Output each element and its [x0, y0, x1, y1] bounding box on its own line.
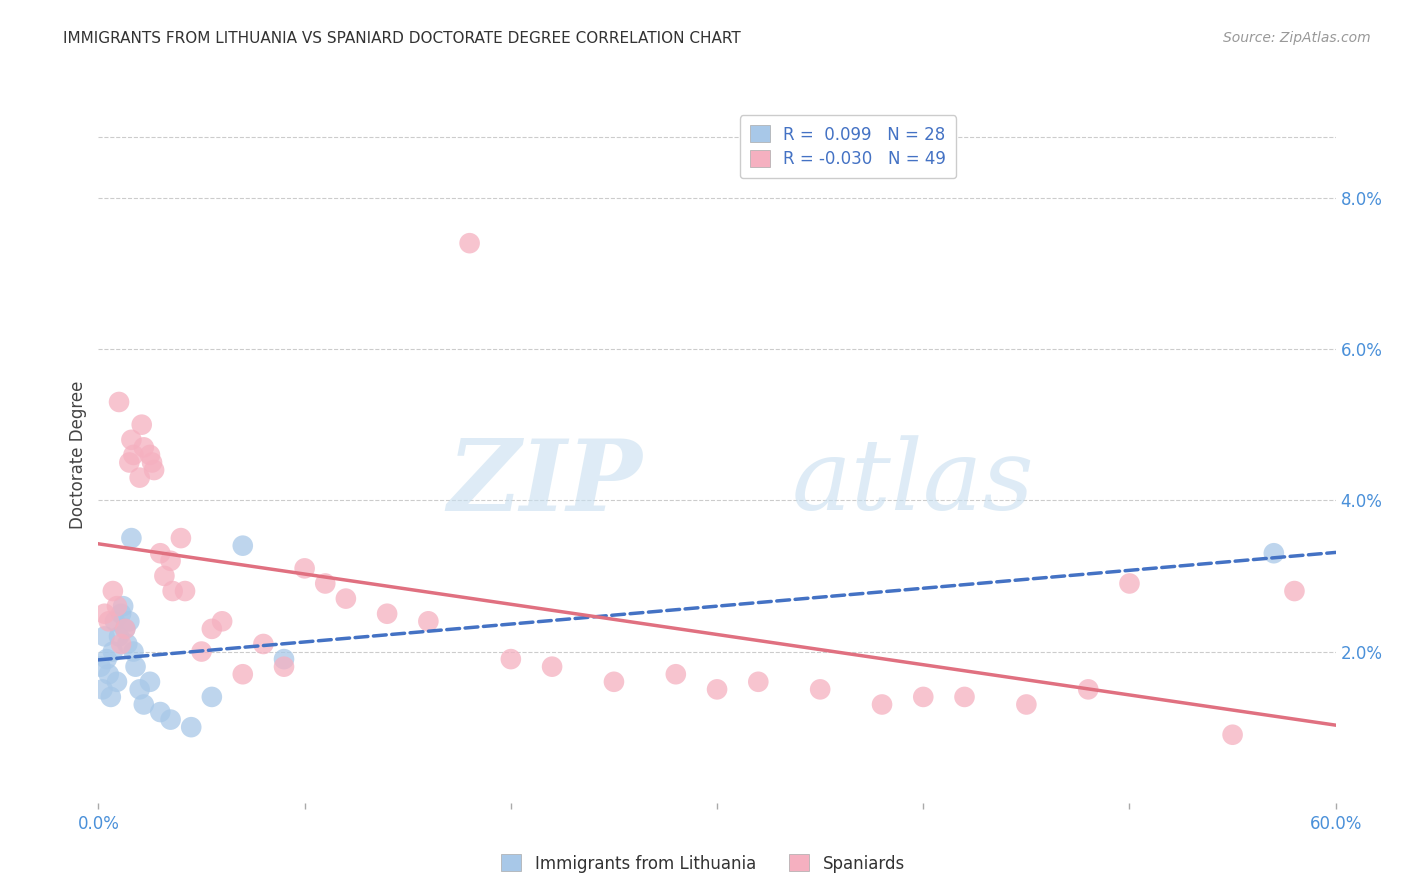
Point — [665, 667, 688, 681]
Text: IMMIGRANTS FROM LITHUANIA VS SPANIARD DOCTORATE DEGREE CORRELATION CHART: IMMIGRANTS FROM LITHUANIA VS SPANIARD DO… — [63, 31, 741, 46]
Point — [335, 591, 357, 606]
Point — [114, 622, 136, 636]
Point — [149, 705, 172, 719]
Point — [132, 441, 155, 455]
Point — [89, 659, 111, 673]
Point — [117, 637, 139, 651]
Point — [97, 667, 120, 681]
Point — [294, 561, 316, 575]
Point — [747, 674, 769, 689]
Point — [118, 455, 141, 469]
Legend: Immigrants from Lithuania, Spaniards: Immigrants from Lithuania, Spaniards — [495, 847, 911, 880]
Point — [108, 629, 131, 643]
Point — [149, 546, 172, 560]
Point — [1015, 698, 1038, 712]
Point — [375, 607, 398, 621]
Point — [101, 584, 124, 599]
Point — [139, 448, 162, 462]
Point — [1222, 728, 1244, 742]
Point — [180, 720, 202, 734]
Point — [912, 690, 935, 704]
Point — [122, 448, 145, 462]
Point — [162, 584, 184, 599]
Text: Source: ZipAtlas.com: Source: ZipAtlas.com — [1223, 31, 1371, 45]
Point — [174, 584, 197, 599]
Point — [201, 690, 224, 704]
Point — [131, 417, 153, 432]
Point — [120, 531, 142, 545]
Point — [499, 652, 522, 666]
Point — [808, 682, 831, 697]
Point — [232, 539, 254, 553]
Point — [232, 667, 254, 681]
Point — [105, 599, 128, 614]
Point — [1118, 576, 1140, 591]
Point — [870, 698, 893, 712]
Point — [104, 615, 127, 629]
Point — [153, 569, 176, 583]
Point — [190, 644, 212, 658]
Point — [1263, 546, 1285, 560]
Point — [108, 395, 131, 409]
Point — [953, 690, 976, 704]
Point — [120, 433, 142, 447]
Point — [706, 682, 728, 697]
Point — [118, 615, 141, 629]
Point — [110, 607, 132, 621]
Point — [100, 690, 122, 704]
Point — [314, 576, 336, 591]
Point — [93, 607, 115, 621]
Point — [124, 659, 146, 673]
Y-axis label: Doctorate Degree: Doctorate Degree — [69, 381, 87, 529]
Point — [110, 637, 132, 651]
Point — [170, 531, 193, 545]
Text: ZIP: ZIP — [449, 434, 643, 531]
Point — [97, 615, 120, 629]
Point — [91, 682, 114, 697]
Text: atlas: atlas — [792, 435, 1033, 531]
Point — [141, 455, 163, 469]
Point — [105, 674, 128, 689]
Point — [143, 463, 166, 477]
Point — [159, 554, 181, 568]
Point — [273, 652, 295, 666]
Point — [128, 682, 150, 697]
Point — [101, 644, 124, 658]
Point — [139, 674, 162, 689]
Point — [114, 622, 136, 636]
Legend: R =  0.099   N = 28, R = -0.030   N = 49: R = 0.099 N = 28, R = -0.030 N = 49 — [740, 115, 956, 178]
Point — [159, 713, 181, 727]
Point — [603, 674, 626, 689]
Point — [273, 659, 295, 673]
Point — [96, 652, 118, 666]
Point — [112, 599, 135, 614]
Point — [132, 698, 155, 712]
Point — [458, 236, 481, 251]
Point — [418, 615, 440, 629]
Point — [201, 622, 224, 636]
Point — [128, 470, 150, 484]
Point — [1077, 682, 1099, 697]
Point — [122, 644, 145, 658]
Point — [211, 615, 233, 629]
Point — [541, 659, 564, 673]
Point — [93, 629, 115, 643]
Point — [252, 637, 274, 651]
Point — [1284, 584, 1306, 599]
